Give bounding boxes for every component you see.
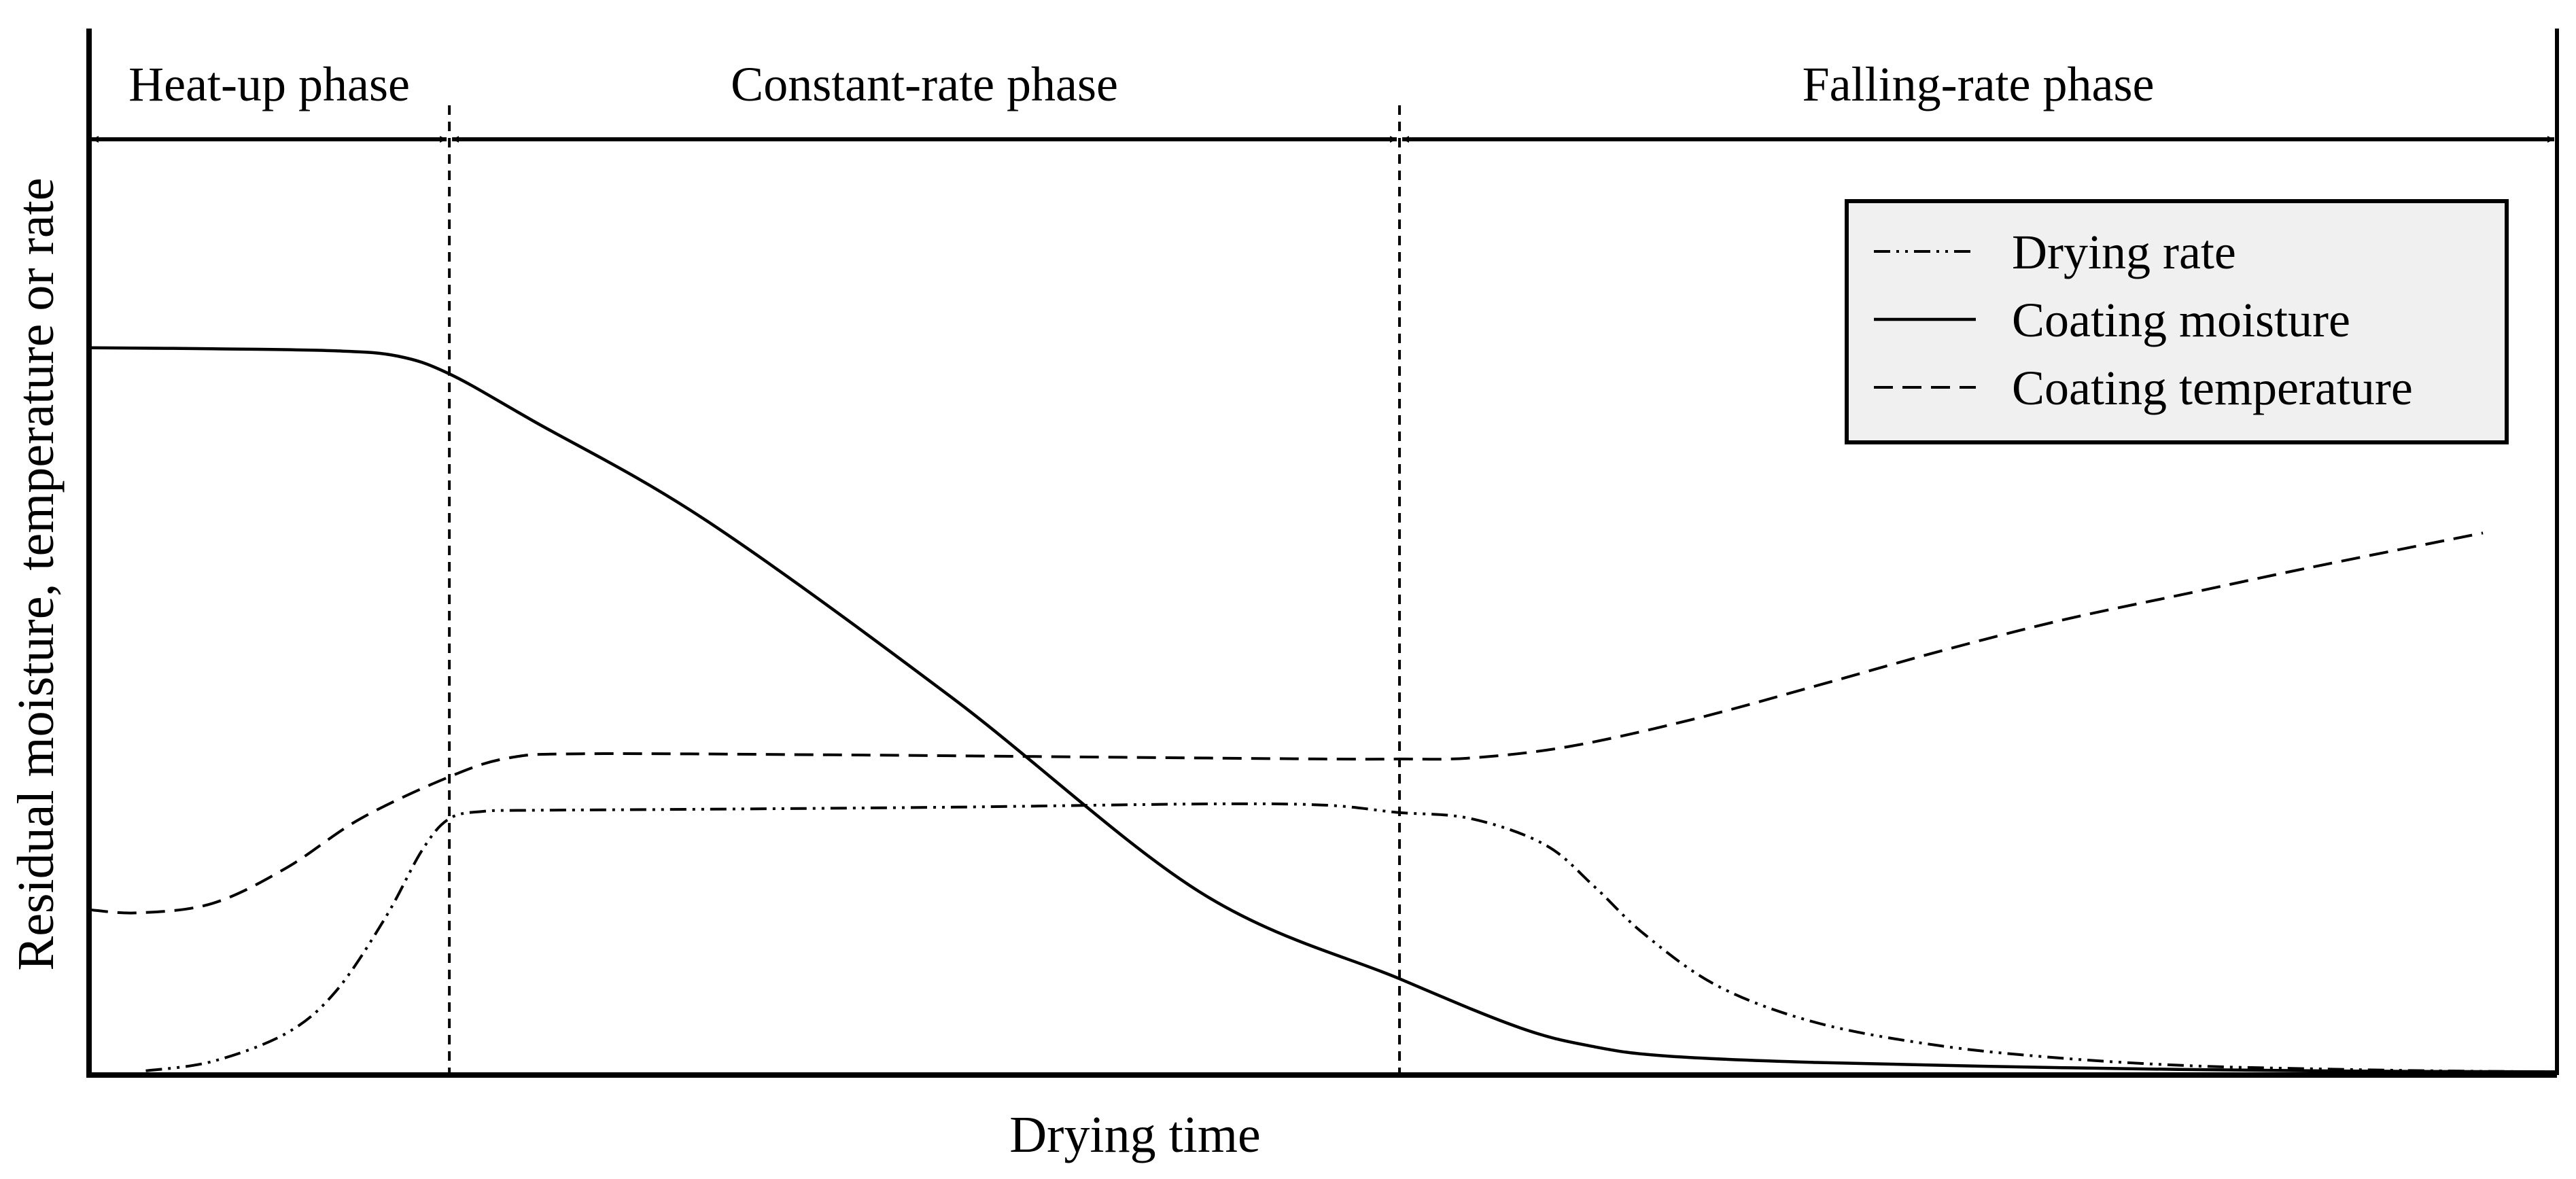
legend: Drying rate Coating moisture Coating tem… [1845,199,2509,444]
legend-label-coating-temperature: Coating temperature [2012,361,2413,415]
series-coating-moisture-line [88,346,2558,1074]
legend-label-drying-rate: Drying rate [2012,225,2236,279]
legend-label-coating-moisture: Coating moisture [2012,293,2350,347]
phase-label-heat-up: Heat-up phase [128,57,410,111]
x-axis-label: Drying time [1009,1106,1260,1163]
phase-label-falling-rate: Falling-rate phase [1803,57,2155,111]
y-axis-label: Residual moisture, temperature or rate [7,177,65,970]
series-coating-temperature-line [88,531,2484,915]
legend-box [1845,199,2509,444]
series-drying-rate-line [145,802,2558,1074]
phase-label-constant-rate: Constant-rate phase [731,57,1118,111]
